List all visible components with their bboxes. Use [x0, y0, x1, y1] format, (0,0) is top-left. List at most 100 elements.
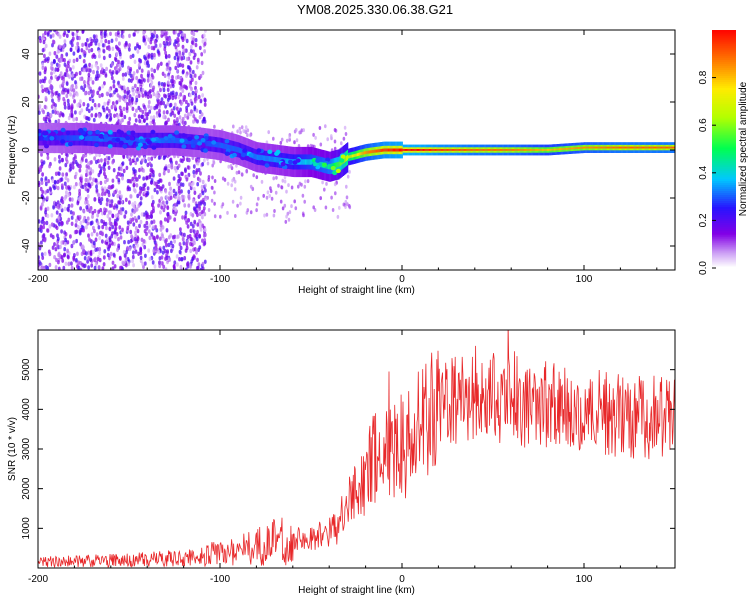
noise-pixel: [86, 194, 90, 199]
noise-pixel: [285, 189, 288, 194]
noise-pixel: [101, 84, 105, 89]
noise-pixel: [183, 256, 187, 261]
noise-pixel: [92, 34, 96, 39]
noise-pixel: [123, 240, 126, 245]
noise-pixel: [76, 92, 79, 97]
ridge-core: [402, 149, 404, 151]
noise-pixel: [120, 85, 124, 90]
noise-pixel: [157, 179, 161, 185]
ridge-core: [430, 149, 432, 151]
noise-pixel: [187, 218, 190, 223]
ridge-core: [445, 149, 447, 151]
ridge-core: [58, 135, 60, 141]
ridge-core: [625, 146, 627, 149]
noise-pixel: [121, 95, 124, 101]
noise-pixel: [141, 261, 145, 267]
noise-pixel: [97, 113, 101, 118]
colorbar-segment: [712, 113, 736, 116]
ridge-core: [56, 135, 58, 141]
noise-pixel: [203, 227, 207, 233]
noise-pixel: [146, 78, 150, 83]
noise-pixel: [131, 254, 135, 260]
noise-pixel: [201, 70, 205, 76]
ridge-core: [332, 163, 335, 169]
ridge-core: [263, 155, 265, 161]
noise-pixel: [74, 159, 78, 165]
y-tick-label: 5000: [21, 358, 32, 381]
noise-pixel: [303, 184, 307, 189]
noise-pixel: [131, 258, 135, 264]
ridge-blob: [267, 149, 273, 154]
noise-pixel: [60, 220, 64, 226]
noise-pixel: [128, 94, 132, 99]
ridge-core: [409, 149, 411, 151]
noise-pixel: [96, 247, 99, 252]
ridge-core: [364, 151, 366, 155]
noise-pixel: [53, 255, 56, 260]
noise-pixel: [58, 34, 62, 39]
ridge-core: [578, 147, 580, 149]
x-axis-label: Height of straight line (km): [298, 285, 415, 296]
noise-pixel: [50, 222, 54, 227]
ridge-core: [504, 149, 506, 151]
noise-pixel: [204, 30, 207, 33]
noise-pixel: [252, 173, 255, 178]
noise-pixel: [179, 92, 183, 97]
noise-pixel: [109, 112, 112, 118]
noise-pixel: [58, 222, 61, 227]
noise-pixel: [152, 46, 156, 51]
ridge-core: [597, 146, 599, 149]
colorbar-segment: [712, 180, 736, 184]
noise-pixel: [115, 217, 119, 222]
noise-pixel: [44, 176, 48, 181]
noise-pixel: [75, 218, 78, 223]
noise-pixel: [61, 81, 65, 86]
noise-pixel: [181, 120, 185, 125]
ridge-blob: [332, 170, 338, 176]
ridge-core: [593, 146, 596, 149]
noise-pixel: [127, 200, 131, 205]
ridge-blob: [107, 144, 113, 149]
ridge-core: [336, 162, 338, 168]
noise-pixel: [42, 109, 45, 115]
colorbar-segment: [712, 248, 736, 251]
noise-pixel: [152, 173, 155, 178]
ridge-core: [95, 136, 98, 142]
noise-pixel: [129, 161, 133, 166]
noise-pixel: [128, 98, 132, 103]
noise-pixel: [70, 197, 74, 202]
noise-pixel: [192, 119, 195, 124]
noise-pixel: [239, 195, 243, 200]
noise-pixel: [266, 190, 270, 195]
noise-pixel: [139, 189, 143, 195]
noise-pixel: [319, 142, 323, 147]
noise-pixel: [182, 84, 186, 89]
noise-pixel: [200, 60, 204, 66]
ridge-core: [317, 161, 319, 167]
noise-pixel: [95, 38, 99, 43]
noise-pixel: [221, 202, 225, 207]
noise-pixel: [113, 222, 117, 227]
noise-pixel: [41, 88, 45, 94]
ridge-core: [561, 148, 563, 151]
noise-pixel: [86, 80, 90, 85]
noise-pixel: [146, 112, 150, 117]
noise-pixel: [197, 94, 201, 100]
snr-plot-area: [38, 330, 675, 568]
ridge-core: [271, 156, 273, 162]
noise-pixel: [53, 30, 56, 33]
noise-pixel: [139, 219, 143, 225]
noise-pixel: [246, 208, 250, 213]
noise-pixel: [76, 201, 80, 206]
noise-pixel: [164, 267, 168, 270]
ridge-core: [350, 154, 352, 158]
colorbar-segment: [712, 164, 736, 168]
ridge-core: [414, 149, 416, 151]
noise-pixel: [126, 70, 130, 75]
ridge-core: [579, 146, 581, 149]
noise-pixel: [75, 238, 78, 244]
ridge-core: [447, 149, 449, 151]
ridge-core: [329, 164, 331, 170]
noise-pixel: [167, 54, 171, 59]
